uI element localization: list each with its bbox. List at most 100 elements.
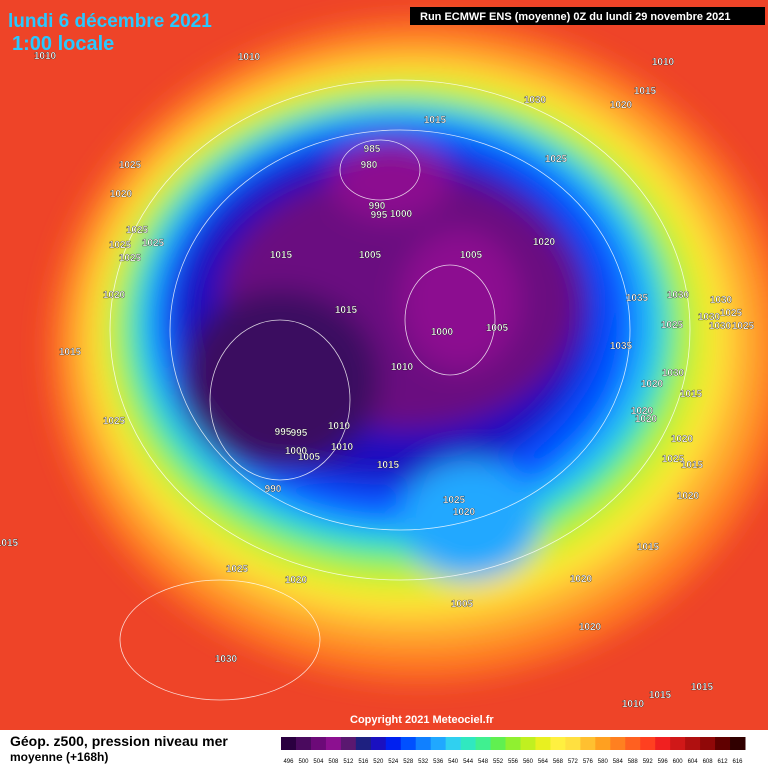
isobar-label: 985 xyxy=(364,144,381,155)
isobar-label: 1005 xyxy=(451,599,474,610)
isobar-label: 1025 xyxy=(443,495,466,506)
isobar-label: 995 xyxy=(371,210,388,221)
colorbar-label: 504 xyxy=(313,759,324,765)
isobar-label: 1015 xyxy=(637,542,660,553)
isobar-label: 1020 xyxy=(103,290,126,301)
colorbar-label: 508 xyxy=(328,759,339,765)
colorbar-swatch xyxy=(325,737,342,750)
isobar-label: 1020 xyxy=(579,622,602,633)
time: 1:00 locale xyxy=(12,33,114,55)
isobar-label: 1005 xyxy=(460,250,483,261)
colorbar-swatch xyxy=(685,737,701,750)
colorbar-label: 524 xyxy=(388,759,399,765)
colorbar-swatch xyxy=(655,737,671,750)
colorbar-swatch xyxy=(610,737,626,750)
isobar-label: 1025 xyxy=(126,225,149,236)
colorbar-swatch xyxy=(295,737,312,750)
colorbar-label: 608 xyxy=(703,759,714,765)
colorbar-label: 616 xyxy=(733,759,744,765)
colorbar-label: 560 xyxy=(523,759,534,765)
colorbar-label: 512 xyxy=(343,759,354,765)
colorbar-label: 564 xyxy=(538,759,549,765)
isobar-label: 1000 xyxy=(431,327,454,338)
colorbar-swatch xyxy=(460,737,477,750)
geopotential-field xyxy=(50,20,768,680)
colorbar-swatch xyxy=(281,737,297,750)
isobar-label: 1025 xyxy=(119,253,142,264)
colorbar-label: 536 xyxy=(433,759,444,765)
colorbar-label: 548 xyxy=(478,759,489,765)
colorbar-swatch xyxy=(565,737,581,750)
isobar-label: 980 xyxy=(361,160,378,171)
colorbar-swatch xyxy=(445,737,462,750)
colorbar-label: 580 xyxy=(598,759,609,765)
colorbar-swatch xyxy=(400,737,417,750)
colorbar-label: 604 xyxy=(688,759,699,765)
colorbar-swatch xyxy=(535,737,551,750)
isobar-label: 1025 xyxy=(109,240,132,251)
isobar-label: 1015 xyxy=(691,682,714,693)
isobar-label: 1025 xyxy=(226,564,249,575)
colorbar-swatch xyxy=(730,737,746,750)
isobar-label: 990 xyxy=(265,484,282,495)
run-box xyxy=(410,7,765,25)
isobar-label: 1020 xyxy=(533,237,556,248)
isobar-label: 1010 xyxy=(34,51,57,62)
colorbar-swatch xyxy=(715,737,731,750)
isobar-label: 1030 xyxy=(215,654,238,665)
colorbar-swatch xyxy=(505,737,521,750)
isobar-label: 1020 xyxy=(631,406,654,417)
colorbar-label: 612 xyxy=(718,759,729,765)
colorbar-swatch xyxy=(415,737,432,750)
isobar-label: 1030 xyxy=(667,290,690,301)
colorbar-label: 568 xyxy=(553,759,564,765)
colorbar-label: 540 xyxy=(448,759,459,765)
run-info: Run ECMWF ENS (moyenne) 0Z du lundi 29 n… xyxy=(420,11,731,23)
colorbar-swatch xyxy=(625,737,641,750)
colorbar-swatch xyxy=(355,737,372,750)
isobar-label: 1015 xyxy=(377,460,400,471)
isobar-label: 1035 xyxy=(626,293,649,304)
colorbar-label: 572 xyxy=(568,759,579,765)
isobar-label: 1020 xyxy=(610,100,633,111)
footer-title: Géop. z500, pression niveau mer xyxy=(10,733,228,749)
isobar-label: 990 xyxy=(369,201,386,212)
colorbar-swatch xyxy=(310,737,327,750)
isobar-label: 1020 xyxy=(677,491,700,502)
colorbar-label: 556 xyxy=(508,759,519,765)
isobar-label: 1010 xyxy=(328,421,351,432)
isobar-label: 1025 xyxy=(662,454,685,465)
colorbar-swatch xyxy=(340,737,357,750)
isobar-label: 1025 xyxy=(103,416,126,427)
isobar-label: 1000 xyxy=(285,446,308,457)
isobar-label: 1030 xyxy=(710,295,733,306)
isobar-label: 1005 xyxy=(486,323,509,334)
isobar-label: 995 xyxy=(275,427,292,438)
colorbar-label: 528 xyxy=(403,759,414,765)
isobar-label: 1025 xyxy=(119,160,142,171)
isobar-label: 1005 xyxy=(298,452,321,463)
colorbar-label: 588 xyxy=(628,759,639,765)
colorbar-swatch xyxy=(385,737,402,750)
isobar-label: 1015 xyxy=(649,690,672,701)
colorbar-swatch xyxy=(700,737,716,750)
colorbar-label: 544 xyxy=(463,759,474,765)
isobar-label: 1035 xyxy=(610,341,633,352)
isobar-label: 1025 xyxy=(732,321,755,332)
isobar-label: 1025 xyxy=(661,320,684,331)
colorbar-label: 496 xyxy=(283,759,294,765)
isobar-label: 1010 xyxy=(622,699,645,710)
colorbar-label: 500 xyxy=(298,759,309,765)
colorbar-swatch xyxy=(550,737,566,750)
isobar-label: 1010 xyxy=(391,362,414,373)
colorbar-swatch xyxy=(520,737,536,750)
colorbar-swatch xyxy=(475,737,492,750)
isobar-label: 1020 xyxy=(110,189,133,200)
colorbar-label: 596 xyxy=(658,759,669,765)
isobar-label: 1020 xyxy=(641,379,664,390)
isobar-label: 1030 xyxy=(662,368,685,379)
isobar-label: 1015 xyxy=(270,250,293,261)
isobar-label: 1030 xyxy=(524,95,547,106)
isobar-label: 1025 xyxy=(720,308,743,319)
